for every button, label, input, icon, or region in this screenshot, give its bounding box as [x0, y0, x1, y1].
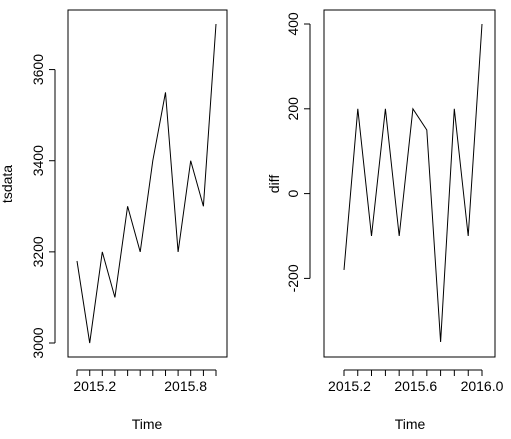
y-tick-label: 3600: [30, 54, 46, 85]
y-axis-label: tsdata: [0, 165, 15, 203]
y-tick-label: 400: [285, 12, 301, 36]
x-axis: 2015.2 2015.8: [73, 369, 217, 394]
y-axis-label: diff: [266, 175, 282, 194]
y-tick-label: 200: [285, 97, 301, 121]
y-tick-label: 0: [285, 189, 301, 197]
x-tick-label: 2015.6: [394, 378, 437, 394]
tsdata-panel: 3000 3200 3400 3600 2015.2 2015.8 Time tsdat…: [0, 9, 228, 432]
y-tick-label: 3000: [30, 327, 46, 358]
y-axis: -200 0 200 400: [285, 12, 311, 292]
x-tick-label: 2015.8: [164, 378, 207, 394]
y-tick-label: 3400: [30, 145, 46, 176]
series-line: [76, 23, 217, 344]
y-axis: 3000 3200 3400 3600: [30, 54, 56, 359]
x-axis-label: Time: [395, 416, 426, 432]
y-tick-label: 3200: [30, 236, 46, 267]
x-tick-label: 2016.0: [461, 378, 504, 394]
plot-frame: [323, 9, 496, 358]
x-axis-label: Time: [132, 416, 163, 432]
y-tick-label: -200: [285, 264, 301, 292]
diff-panel: -200 0 200 400 2015.2 2015.6 2016.0 Time diff: [266, 9, 504, 432]
x-axis: 2015.2 2015.6 2016.0: [328, 369, 504, 394]
x-tick-label: 2015.2: [73, 378, 116, 394]
plot-frame: [67, 9, 228, 358]
x-tick-label: 2015.2: [328, 378, 371, 394]
series-line: [343, 23, 483, 343]
